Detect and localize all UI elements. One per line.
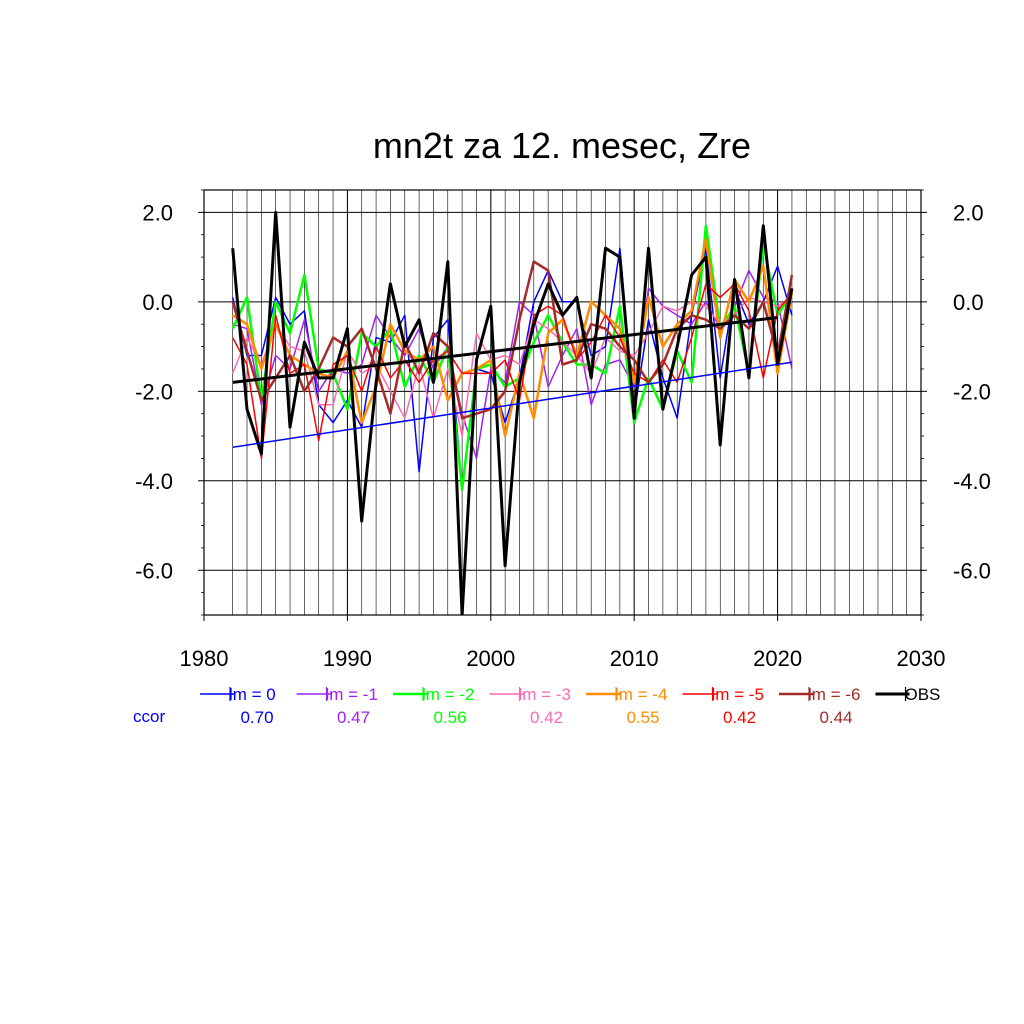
y-tick-label: -4.0 (135, 469, 173, 494)
plot-area: 2.0 2.0 0.0 0.0 -2.0 -2.0 -4.0 -4.0 -6.0 -6.0 1980… (135, 189, 991, 671)
legend-label: lm = -1 (326, 685, 378, 704)
ccor-value: 0.42 (723, 708, 756, 727)
series-group (231, 210, 794, 615)
legend-label: OBS (905, 685, 941, 704)
series-line-lm-6 (231, 260, 794, 420)
x-tick-label: 1990 (323, 646, 372, 671)
y-tick-label: -2.0 (135, 379, 173, 404)
y-tick-label-right: 2.0 (953, 200, 984, 225)
plot-frame (203, 189, 922, 616)
legend: lm = 0 0.70 lm = -1 0.47 lm = -2 0.56 lm = -3 0… (133, 685, 940, 727)
y-tick-label: 0.0 (142, 290, 173, 315)
legend-label: lm = -4 (615, 685, 667, 704)
series-line-lm-3 (232, 296, 793, 437)
y-tick-label: -6.0 (135, 558, 173, 583)
series-line-OBS (231, 210, 794, 615)
ccor-value: 0.47 (337, 708, 370, 727)
y-tick-label-right: 0.0 (953, 290, 984, 315)
x-tick-label: 1980 (180, 646, 229, 671)
legend-label: lm = -3 (519, 685, 571, 704)
y-tick-label-right: -4.0 (953, 469, 991, 494)
y-tick-label: 2.0 (142, 200, 173, 225)
x-tick-label: 2010 (610, 646, 659, 671)
legend-label: lm = -2 (422, 685, 474, 704)
x-tick-label: 2000 (466, 646, 515, 671)
ccor-value: 0.55 (626, 708, 659, 727)
chart-title: mn2t za 12. mesec, Zre (373, 125, 751, 166)
ccor-value: 0.44 (819, 708, 852, 727)
x-tick-label: 2020 (753, 646, 802, 671)
legend-label: lm = -5 (712, 685, 764, 704)
series-line-lm-5 (232, 283, 793, 460)
x-tick-label: 2030 (897, 646, 946, 671)
y-tick-label-right: -6.0 (953, 558, 991, 583)
ccor-value: 0.56 (433, 708, 466, 727)
trend-line (232, 316, 778, 384)
ccor-value: 0.42 (530, 708, 563, 727)
trend-line (232, 361, 793, 448)
legend-label: lm = 0 (229, 685, 276, 704)
ccor-label: ccor (133, 707, 165, 726)
legend-label: lm = -6 (808, 685, 860, 704)
y-tick-label-right: -2.0 (953, 379, 991, 404)
ccor-value: 0.70 (240, 708, 273, 727)
